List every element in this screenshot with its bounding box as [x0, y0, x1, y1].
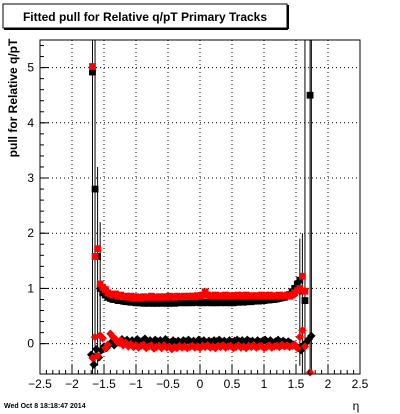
- x-tick-label: 1.5: [288, 377, 305, 391]
- y-tick-label: 3: [27, 171, 34, 185]
- diamond-marker: [293, 343, 302, 353]
- diamond-marker: [103, 340, 113, 349]
- x-tick-label: 2.5: [352, 377, 369, 391]
- y-tick-label: 1: [27, 281, 34, 295]
- y-tick-label: 2: [27, 226, 34, 240]
- square-marker: [299, 272, 306, 280]
- square-marker: [296, 285, 304, 292]
- square-marker: [301, 297, 309, 304]
- diamond-marker: [134, 343, 143, 352]
- square-marker: [296, 276, 304, 284]
- x-tick-label: −2: [65, 377, 79, 391]
- diamond-marker: [295, 332, 305, 342]
- diamond-marker: [307, 331, 316, 341]
- square-marker: [91, 185, 99, 193]
- diamond-marker: [98, 333, 107, 343]
- chart-title: Fitted pull for Relative q/pT Primary Tr…: [23, 10, 267, 24]
- diamond-marker: [298, 326, 307, 335]
- axes: −2.5 −2 −1.5 −1 −0.5 0 0.5 1 1.5 2 2.5 0 1 2 3 4 5: [27, 45, 369, 391]
- x-tick-label: −2.5: [28, 377, 52, 391]
- diamond-marker: [108, 332, 118, 342]
- x-tick-label: −1.5: [92, 377, 116, 391]
- x-tick-label: 0: [197, 377, 204, 391]
- y-tick-label: 0: [27, 337, 34, 351]
- title-box: [2, 3, 288, 29]
- square-marker: [91, 253, 99, 260]
- x-axis-label: η: [353, 399, 360, 413]
- x-tick-label: 1: [261, 377, 268, 391]
- timestamp: Wed Oct 8 18:18:47 2014: [4, 403, 86, 410]
- y-axis-label: pull for Relative q/pT: [6, 38, 20, 157]
- x-tick-label: −0.5: [156, 377, 180, 391]
- square-marker: [293, 280, 301, 288]
- diamond-marker: [110, 341, 119, 350]
- diamond-marker: [93, 351, 102, 360]
- square-marker: [94, 245, 101, 253]
- diamond-marker: [300, 342, 310, 351]
- diamond-marker: [89, 360, 98, 369]
- diamond-marker: [129, 342, 138, 352]
- square-marker: [89, 68, 96, 76]
- y-tick-label: 4: [27, 116, 34, 130]
- diamond-marker: [231, 342, 241, 352]
- x-tick-label: −1: [129, 377, 143, 391]
- x-tick-label: 2: [325, 377, 332, 391]
- data-markers: [87, 63, 316, 377]
- square-marker: [306, 91, 314, 99]
- diamond-marker: [87, 350, 96, 359]
- diamond-marker: [130, 337, 139, 347]
- square-marker: [89, 63, 96, 70]
- y-tick-label: 5: [27, 61, 34, 75]
- square-marker: [301, 287, 309, 295]
- x-tick-label: 0.5: [224, 377, 241, 391]
